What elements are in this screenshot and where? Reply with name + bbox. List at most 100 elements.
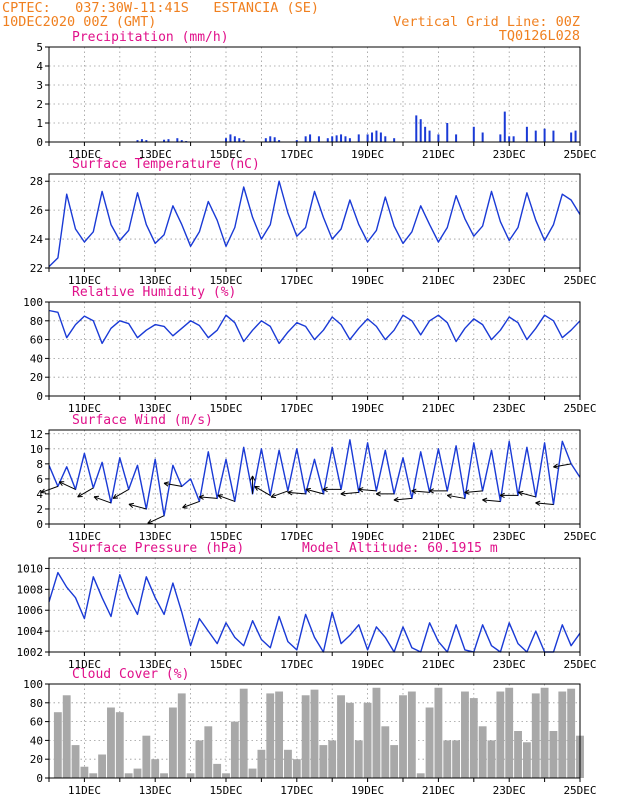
wind-arrowhead bbox=[499, 492, 505, 496]
wind-series-line bbox=[48, 439, 581, 517]
cloud-bar bbox=[345, 702, 354, 778]
wind-arrowhead bbox=[393, 497, 399, 501]
pres-xtick-label: 21DEC bbox=[422, 658, 455, 671]
precip-bar bbox=[455, 134, 458, 142]
temp-xtick-label: 11DEC bbox=[68, 274, 101, 287]
precip-bar bbox=[570, 132, 573, 142]
temp-xtick-label: 17DEC bbox=[280, 274, 313, 287]
precip-bar bbox=[344, 136, 347, 142]
precip-bar bbox=[269, 136, 272, 142]
pres-panel: 1002 1004 1006 1008 1010 11DEC 13DEC 15DEC 17DEC… bbox=[17, 541, 597, 671]
precip-xtick-label: 21DEC bbox=[422, 148, 455, 161]
wind-arrow bbox=[340, 491, 359, 495]
cloud-bar bbox=[328, 740, 337, 778]
wind-arrowhead bbox=[199, 494, 205, 498]
wind-arrow bbox=[254, 485, 271, 496]
cloud-bar bbox=[80, 766, 89, 778]
cloud-bar bbox=[168, 707, 177, 778]
cloud-bar bbox=[363, 702, 372, 778]
cloud-xtick-label: 15DEC bbox=[209, 784, 242, 797]
wind-arrowhead bbox=[322, 486, 328, 490]
cloud-xtick-label: 11DEC bbox=[68, 784, 101, 797]
wind-arrowhead bbox=[482, 499, 487, 503]
rh-xtick-label: 23DEC bbox=[493, 402, 526, 415]
precip-bar bbox=[424, 126, 427, 142]
rh-ytick-label: 40 bbox=[30, 352, 43, 365]
wind-xtick-label: 17DEC bbox=[280, 530, 313, 543]
pres-ytick-label: 1006 bbox=[17, 604, 44, 617]
cloud-xtick-label: 21DEC bbox=[422, 784, 455, 797]
temp-ytick-label: 24 bbox=[30, 233, 44, 246]
rh-xtick-label: 13DEC bbox=[139, 402, 172, 415]
precip-ytick-label: 3 bbox=[36, 79, 43, 92]
header-model-code: TQ0126L028 bbox=[499, 28, 580, 44]
precip-bar bbox=[415, 115, 418, 142]
cloud-bar bbox=[425, 707, 434, 778]
pres-xtick-label: 25DEC bbox=[563, 658, 596, 671]
cloud-bar bbox=[531, 693, 540, 778]
precip-bar bbox=[264, 138, 267, 142]
wind-ytick-label: 2 bbox=[36, 503, 43, 516]
rh-xtick-label: 15DEC bbox=[209, 402, 242, 415]
precip-bar bbox=[136, 140, 139, 142]
wind-arrow bbox=[199, 496, 218, 499]
precip-bar bbox=[543, 128, 546, 142]
wind-arrowhead bbox=[163, 481, 169, 484]
precip-ytick-label: 2 bbox=[36, 98, 43, 111]
temp-title: Surface Temperature (nC) bbox=[72, 157, 260, 172]
wind-ytick-label: 12 bbox=[30, 428, 43, 441]
cloud-ytick-label: 100 bbox=[23, 678, 43, 691]
wind-arrow bbox=[163, 482, 182, 487]
cloud-bar bbox=[310, 689, 319, 778]
precip-bar bbox=[552, 130, 555, 142]
precip-bar bbox=[393, 138, 396, 142]
wind-ytick-label: 0 bbox=[36, 518, 43, 531]
precip-bar bbox=[180, 140, 183, 142]
wind-xtick-label: 23DEC bbox=[493, 530, 526, 543]
cloud-bar bbox=[469, 698, 478, 778]
temp-frame bbox=[48, 173, 581, 269]
wind-arrowhead bbox=[429, 490, 434, 494]
cloud-bar bbox=[292, 759, 301, 778]
wind-arrow bbox=[393, 497, 412, 501]
cloud-bar bbox=[107, 707, 115, 778]
wind-arrowhead bbox=[518, 491, 523, 496]
wind-arrowhead bbox=[482, 497, 488, 501]
precip-bar bbox=[437, 134, 440, 142]
wind-arrow bbox=[535, 502, 554, 505]
wind-arrowhead bbox=[198, 496, 204, 500]
wind-arrow bbox=[482, 499, 501, 502]
wind-arrowhead bbox=[411, 488, 417, 492]
wind-arrow bbox=[411, 490, 430, 493]
wind-arrowhead bbox=[270, 496, 277, 499]
wind-ytick-label: 10 bbox=[30, 443, 43, 456]
wind-arrowhead bbox=[340, 493, 346, 497]
wind-arrowhead bbox=[305, 487, 311, 490]
wind-arrowhead bbox=[358, 488, 364, 493]
temp-ytick-label: 26 bbox=[30, 204, 43, 217]
rh-ytick-label: 60 bbox=[30, 334, 43, 347]
precip-bar bbox=[145, 140, 148, 142]
temp-xtick-label: 15DEC bbox=[209, 274, 242, 287]
rh-ytick-label: 0 bbox=[36, 390, 43, 403]
cloud-bar bbox=[151, 759, 160, 778]
wind-arrowhead bbox=[411, 490, 417, 494]
cloud-bar bbox=[230, 721, 239, 778]
precip-frame bbox=[48, 46, 581, 143]
wind-arrowhead bbox=[464, 489, 470, 493]
wind-arrowhead bbox=[270, 493, 275, 498]
wind-arrowhead bbox=[40, 488, 45, 493]
cloud-bar bbox=[487, 740, 496, 778]
wind-arrowhead bbox=[358, 487, 364, 490]
rh-xtick-label: 25DEC bbox=[563, 402, 596, 415]
precip-xtick-label: 11DEC bbox=[68, 148, 101, 161]
wind-arrow bbox=[217, 494, 236, 502]
temp-series-line bbox=[48, 180, 581, 268]
cloud-bar bbox=[522, 742, 531, 778]
pres-series-line bbox=[48, 571, 581, 653]
wind-arrowhead bbox=[499, 494, 505, 499]
precip-bar bbox=[317, 136, 320, 142]
cloud-bar bbox=[540, 687, 549, 778]
wind-frame bbox=[48, 429, 581, 525]
precip-bar bbox=[419, 119, 422, 142]
